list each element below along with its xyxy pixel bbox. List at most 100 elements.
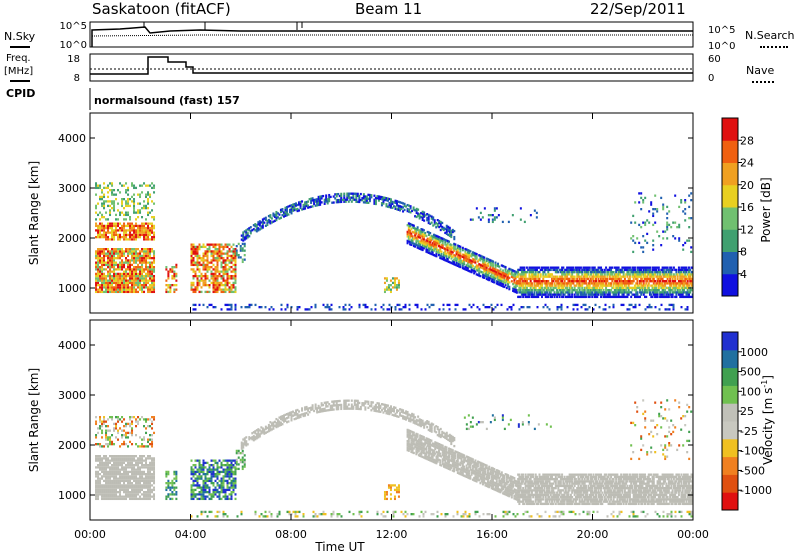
power-cell: [596, 273, 599, 276]
power-cell: [101, 202, 104, 205]
velocity-cell: [99, 425, 102, 428]
power-cell: [125, 248, 128, 251]
velocity-cell: [97, 455, 100, 458]
power-cell: [626, 293, 629, 296]
power-cell: [449, 245, 452, 248]
power-cell: [129, 290, 132, 294]
power-cell: [290, 212, 293, 215]
power-cell: [662, 268, 665, 272]
power-cell: [119, 229, 122, 232]
power-cell: [95, 288, 98, 291]
power-cell: [192, 290, 195, 294]
power-cell: [198, 268, 201, 271]
power-cell: [577, 280, 580, 283]
power-cell: [576, 291, 579, 294]
power-cell: [242, 237, 245, 240]
power-cell: [395, 284, 398, 287]
power-cell: [561, 271, 564, 274]
power-cell: [230, 270, 233, 273]
power-cell: [630, 221, 633, 224]
power-cell: [646, 306, 649, 309]
power-cell: [119, 288, 122, 291]
power-cell: [222, 290, 225, 294]
power-cell: [530, 271, 533, 274]
power-cell: [196, 252, 199, 255]
power-cell: [261, 226, 264, 229]
power-cell: [222, 279, 225, 282]
power-cell: [648, 221, 651, 224]
velocity-cell: [117, 486, 120, 489]
power-cell: [147, 233, 150, 237]
power-cell: [396, 202, 399, 205]
power-cell: [671, 280, 674, 283]
power-cell: [554, 284, 557, 287]
power-cell: [420, 232, 423, 235]
power-cell: [680, 199, 683, 202]
power-cell: [437, 253, 440, 257]
power-cell: [145, 275, 148, 278]
colorbar-swatch: [722, 184, 738, 208]
power-cell: [329, 195, 332, 199]
power-cell: [103, 261, 106, 264]
power-cell: [638, 275, 641, 278]
power-cell: [359, 192, 362, 196]
power-cell: [604, 308, 607, 311]
power-cell: [224, 245, 227, 249]
power-cell: [529, 214, 532, 217]
power-cell: [379, 195, 382, 199]
velocity-cell: [135, 455, 138, 458]
power-cell: [587, 289, 590, 292]
power-cell: [325, 198, 328, 201]
power-cell: [611, 273, 614, 276]
power-cell: [133, 270, 136, 273]
power-cell: [304, 201, 307, 204]
velocity-cell: [99, 493, 102, 496]
power-cell: [524, 289, 527, 292]
power-cell: [636, 273, 639, 276]
power-cell: [137, 268, 140, 271]
velocity-cell: [113, 459, 116, 462]
power-cell: [456, 244, 459, 247]
power-cell: [364, 201, 367, 204]
power-cell: [691, 289, 693, 292]
velocity-cell: [95, 455, 98, 458]
power-cell: [358, 306, 361, 309]
power-cell: [399, 201, 402, 204]
power-cell: [147, 222, 150, 225]
power-cell: [153, 259, 156, 262]
power-cell: [461, 262, 464, 265]
power-cell: [113, 263, 116, 267]
power-cell: [222, 270, 225, 273]
power-cell: [571, 266, 574, 269]
power-cell: [468, 265, 471, 268]
power-cell: [662, 284, 665, 287]
velocity-cell: [127, 486, 130, 489]
power-cell: [101, 263, 104, 267]
power-cell: [498, 272, 501, 275]
power-cell: [606, 273, 609, 276]
power-cell: [606, 280, 609, 283]
power-cell: [133, 224, 136, 228]
power-cell: [510, 268, 513, 272]
power-cell: [518, 273, 521, 276]
power-cell: [690, 199, 693, 202]
power-cell: [481, 262, 484, 265]
power-cell: [671, 289, 674, 292]
power-cell: [551, 282, 554, 285]
power-cell: [362, 201, 365, 204]
power-cell: [665, 293, 668, 296]
velocity-cell: [119, 477, 122, 480]
power-cell: [593, 289, 596, 292]
power-cell: [656, 208, 659, 211]
power-cell: [662, 266, 665, 269]
power-cell: [208, 248, 211, 251]
power-cell: [625, 289, 628, 292]
power-cell: [535, 295, 538, 299]
power-cell: [422, 233, 425, 236]
power-cell: [567, 282, 570, 285]
power-cell: [414, 243, 417, 246]
power-cell: [566, 306, 569, 309]
power-cell: [151, 261, 154, 264]
power-cell: [216, 250, 219, 253]
power-cell: [435, 252, 438, 256]
